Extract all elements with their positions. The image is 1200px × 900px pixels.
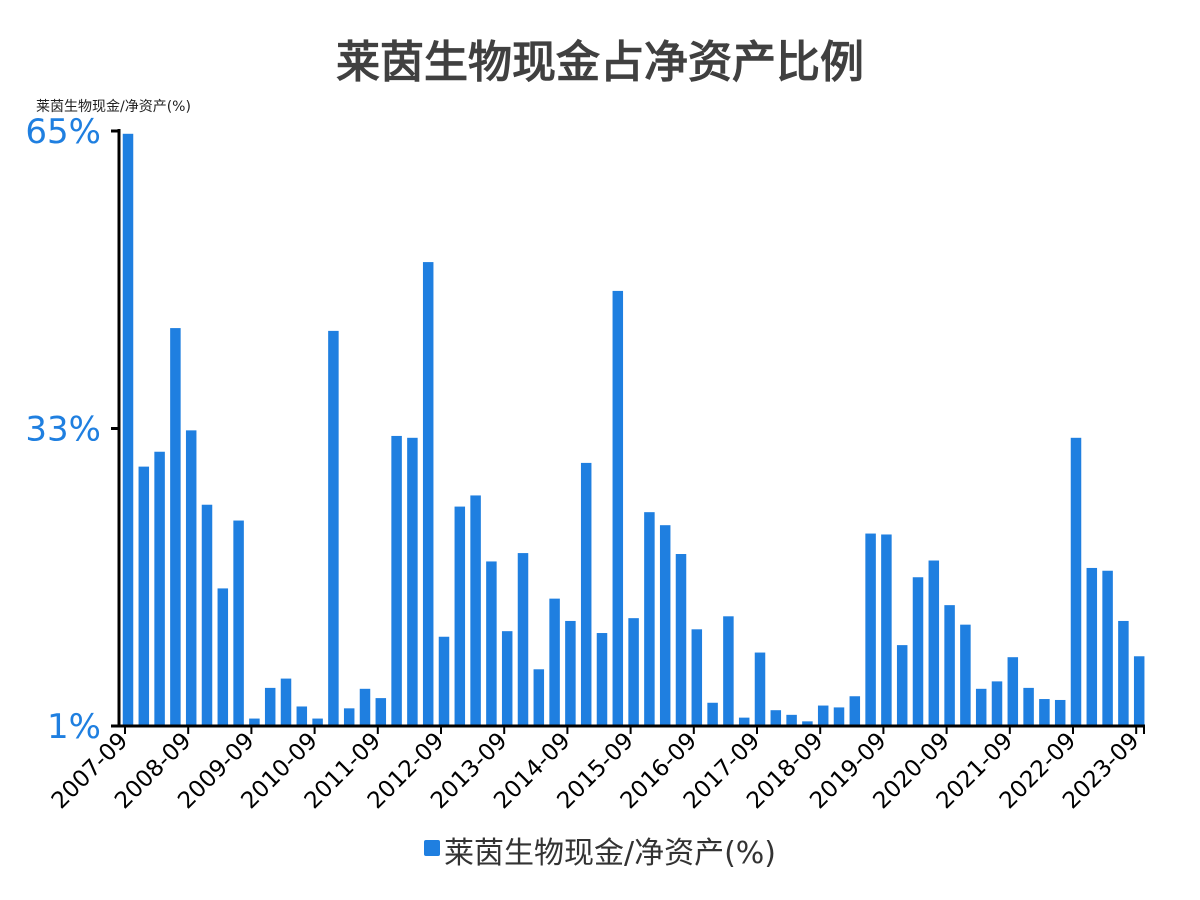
y-tick-label: 1%: [47, 707, 101, 747]
bar: [944, 605, 955, 726]
bar: [501, 631, 513, 726]
bar: [865, 533, 876, 726]
bar: [422, 262, 434, 726]
bar: [612, 290, 624, 726]
bar: [359, 688, 371, 726]
bar: [659, 525, 671, 726]
bar: [233, 520, 244, 726]
bar: [185, 430, 197, 726]
bar: [280, 678, 292, 726]
bar: [596, 633, 608, 726]
chart-title: 莱茵生物现金占净资产比例: [336, 37, 864, 88]
bar: [960, 624, 971, 726]
bar: [1133, 656, 1145, 726]
bar: [754, 652, 766, 726]
bar: [1054, 699, 1066, 726]
bar: [565, 620, 576, 726]
bar: [264, 687, 276, 726]
bar: [928, 560, 940, 726]
bar: [249, 718, 260, 726]
bar: [438, 636, 450, 726]
bar: [407, 437, 418, 726]
bar: [312, 718, 323, 726]
bar: [343, 708, 355, 726]
bar: [1070, 437, 1082, 726]
bar: [391, 435, 402, 726]
y-ticks-group: 65% 33% 1%: [25, 112, 119, 747]
bar: [217, 588, 229, 726]
legend-swatch: [423, 840, 440, 856]
legend-label: 莱茵生物现金/净资产(%): [443, 836, 777, 871]
bar: [817, 705, 829, 726]
bar: [470, 495, 481, 726]
bar: [580, 462, 592, 726]
bar: [833, 707, 845, 726]
bar: [549, 598, 560, 726]
legend: 莱茵生物现金/净资产(%): [0, 828, 1200, 872]
bar: [644, 512, 655, 726]
bar: [1118, 620, 1129, 726]
bar: [675, 554, 687, 726]
bar: [533, 669, 545, 726]
bar: [802, 721, 813, 726]
bar: [881, 534, 892, 726]
y-tick-label: 65%: [25, 112, 101, 152]
bar: [896, 645, 908, 726]
bar: [1039, 699, 1050, 726]
bar: [122, 133, 134, 727]
bar: [1023, 687, 1034, 726]
y-tick-label: 33%: [25, 410, 101, 450]
bar: [486, 561, 497, 726]
bar: [1102, 570, 1113, 726]
bar: [691, 629, 703, 726]
bars-group: [122, 133, 1145, 727]
x-ticks-group: 2007-092008-092009-092010-092011-092012-…: [47, 726, 1145, 814]
bar: [975, 688, 987, 726]
bar: [328, 330, 339, 726]
bar: [454, 506, 466, 726]
bar: [707, 702, 718, 726]
bar: [296, 706, 308, 726]
bar: [1086, 567, 1098, 726]
bar: [375, 698, 387, 726]
bar: [628, 618, 639, 726]
bar: [991, 681, 1003, 727]
bar: [154, 451, 165, 726]
bar: [786, 714, 797, 726]
bar: [723, 616, 734, 726]
bar: [912, 577, 924, 726]
bar: [849, 696, 861, 726]
bar: [201, 504, 213, 726]
bar: [1007, 657, 1019, 726]
bar: [738, 717, 750, 726]
y-axis-label: 莱茵生物现金/净资产(%): [36, 99, 191, 115]
bar: [770, 710, 782, 726]
bar: [138, 466, 150, 726]
bar: [170, 328, 181, 726]
bar: [517, 553, 529, 726]
